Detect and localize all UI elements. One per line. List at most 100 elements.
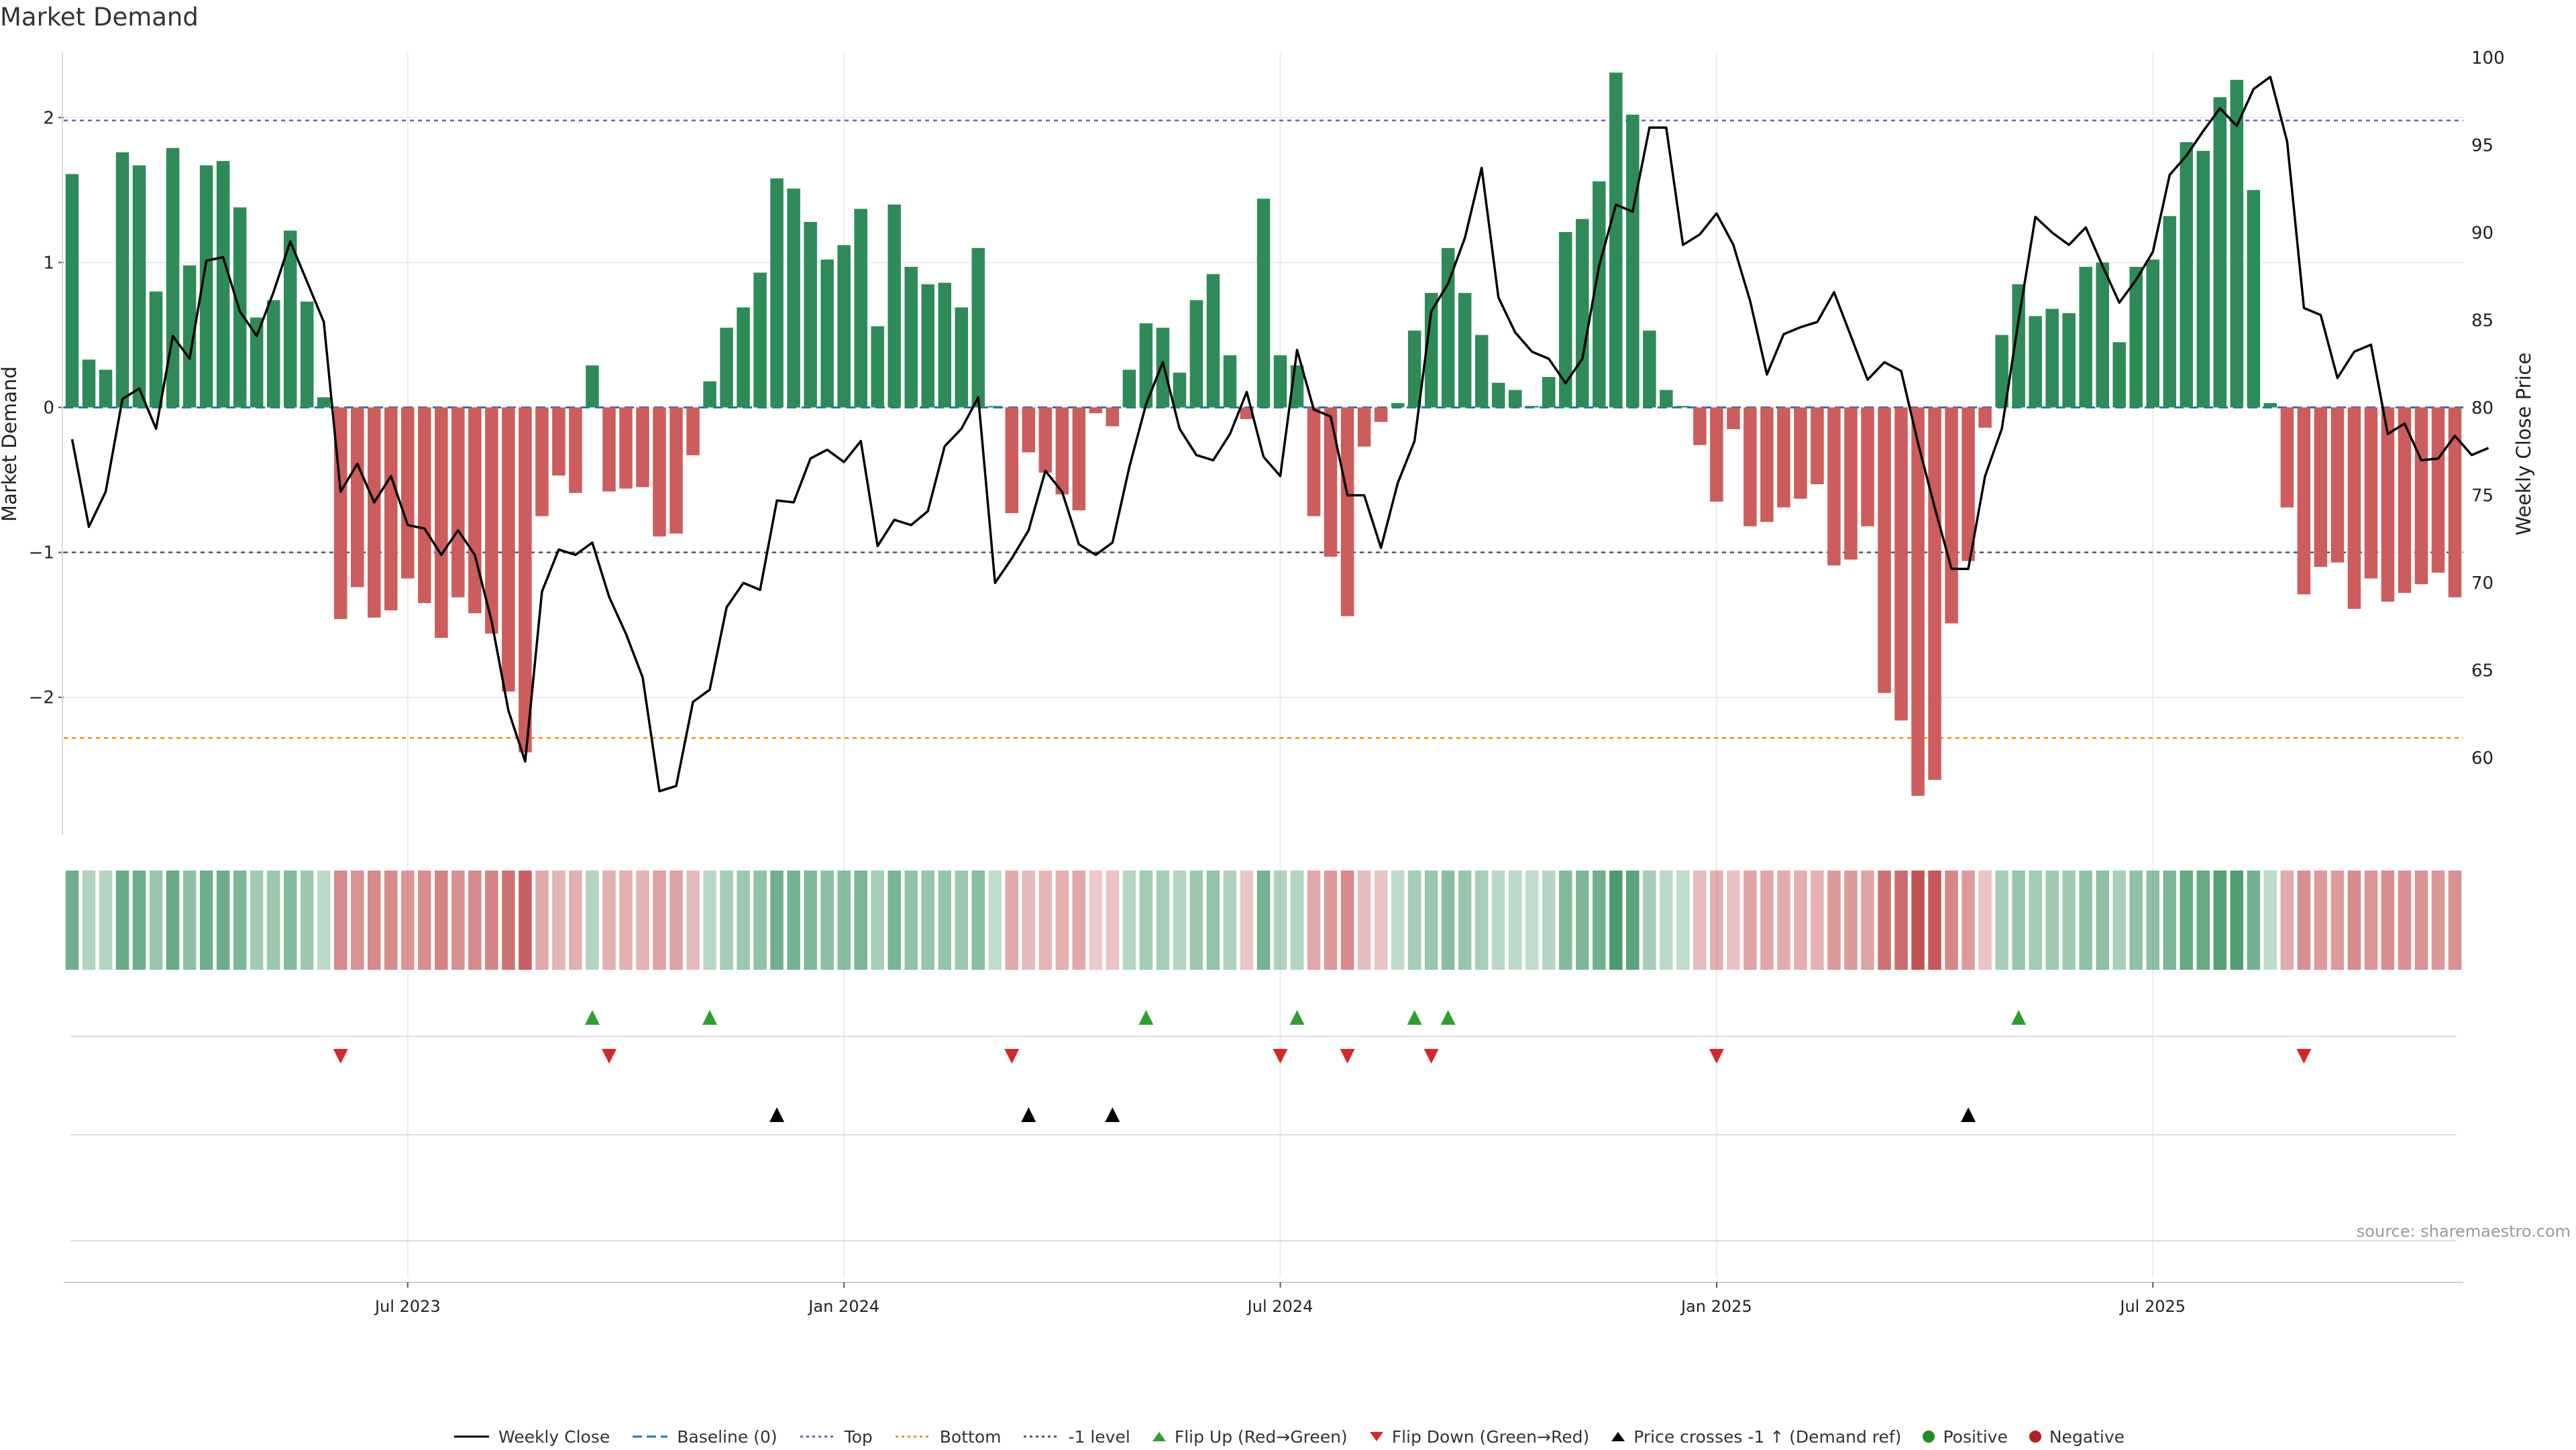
demand-bar (266, 300, 280, 408)
demand-bar (1139, 323, 1153, 408)
demand-bar (1022, 407, 1036, 453)
demand-bar (2180, 142, 2194, 408)
demand-bar (2012, 284, 2025, 408)
demand-bar (1374, 407, 1388, 423)
heat-cell (199, 871, 213, 970)
y2-tick-label: 75 (2471, 486, 2493, 506)
demand-bar (1827, 407, 1841, 566)
heat-cell (653, 871, 666, 970)
demand-bar (2431, 407, 2445, 573)
heat-cell (904, 871, 918, 970)
demand-bar (1173, 372, 1187, 408)
legend-bottom: Bottom (893, 1427, 1001, 1447)
demand-bar (1240, 407, 1254, 419)
legend-label: Weekly Close (498, 1427, 610, 1447)
heat-cell (2347, 871, 2361, 970)
demand-bar (1106, 407, 1120, 427)
legend: Weekly Close Baseline (0) Top Bottom -1 … (0, 1423, 2576, 1450)
demand-bar (300, 301, 314, 408)
y-tick-label: 0 (43, 398, 54, 418)
heat-cell (804, 871, 817, 970)
heat-cell (1038, 871, 1053, 970)
heat-cell (1491, 871, 1505, 970)
demand-bar (2146, 260, 2159, 408)
flip-up-marker (2011, 1010, 2027, 1025)
heat-cell (2079, 871, 2092, 970)
heat-cell (1273, 871, 1287, 970)
flip-down-marker (1424, 1049, 1439, 1064)
heat-cell (1861, 871, 1874, 970)
heat-cell (753, 871, 767, 970)
flip-up-marker (1138, 1010, 1154, 1025)
demand-bar (115, 152, 129, 408)
demand-bar (1878, 407, 1891, 693)
legend-label: Flip Down (Green→Red) (1391, 1427, 1590, 1447)
heat-cell (1424, 871, 1438, 970)
heat-cell (1357, 871, 1371, 970)
heat-cell (921, 871, 934, 970)
heat-cell (2263, 871, 2277, 970)
heat-cell (720, 871, 733, 970)
heat-cell (938, 871, 951, 970)
demand-bar (686, 407, 700, 455)
demand-bar (669, 407, 683, 534)
demand-bar (988, 406, 1002, 408)
demand-bar (1307, 407, 1321, 516)
legend-label: Negative (2049, 1427, 2125, 1447)
heat-cell (1122, 871, 1136, 970)
heat-cell (1324, 871, 1338, 970)
heat-cell (1156, 871, 1170, 970)
heat-cell (2180, 871, 2194, 970)
demand-bar (2196, 150, 2210, 408)
demand-bar (720, 327, 733, 408)
heat-cell (1072, 871, 1086, 970)
legend-minus1: -1 level (1021, 1427, 1130, 1447)
demand-bar (149, 291, 163, 408)
demand-bar (1189, 300, 1203, 408)
price-cross-marker (1961, 1107, 1976, 1122)
demand-bar (955, 307, 969, 408)
heat-cell (871, 871, 884, 970)
y2-tick-label: 90 (2471, 223, 2493, 243)
heat-cell (1223, 871, 1237, 970)
demand-bar (1340, 407, 1354, 616)
heat-cell (266, 871, 280, 970)
heat-cell (1660, 871, 1673, 970)
demand-bar (468, 407, 482, 614)
flip-up-marker (584, 1010, 600, 1025)
y2-tick-label: 95 (2471, 135, 2493, 156)
demand-bar (1542, 377, 1556, 408)
heat-cell (619, 871, 633, 970)
demand-bar (1273, 355, 1287, 408)
heat-cell (485, 871, 498, 970)
demand-bar (1777, 407, 1790, 508)
demand-bar (569, 407, 582, 493)
heat-cell (1055, 871, 1069, 970)
demand-bar (2280, 407, 2294, 508)
demand-bar (1911, 407, 1925, 796)
heat-cell (519, 871, 532, 970)
demand-bar (2129, 266, 2143, 408)
heat-cell (1827, 871, 1841, 970)
heat-cell (2280, 871, 2294, 970)
heat-cell (435, 871, 448, 970)
heat-cell (971, 871, 985, 970)
heat-cell (2012, 871, 2025, 970)
legend-price-cross: Price crosses -1 ↑ (Demand ref) (1609, 1427, 1901, 1447)
demand-bar (418, 407, 431, 604)
heat-cell (333, 871, 347, 970)
heat-cell (2196, 871, 2210, 970)
price-cross-marker (769, 1107, 785, 1122)
flip-down-marker (333, 1049, 348, 1064)
demand-bar (1760, 407, 1774, 522)
heat-cell (1928, 871, 1941, 970)
demand-bar (888, 204, 901, 408)
demand-bar (653, 407, 666, 537)
legend-positive: Positive (1921, 1427, 2008, 1447)
demand-bar (1407, 330, 1421, 408)
demand-bar (1693, 407, 1707, 445)
heat-cell (1542, 871, 1556, 970)
price-cross-marker (1105, 1107, 1120, 1122)
heat-cell (1878, 871, 1891, 970)
legend-dotted-line-icon (1024, 1435, 1059, 1438)
